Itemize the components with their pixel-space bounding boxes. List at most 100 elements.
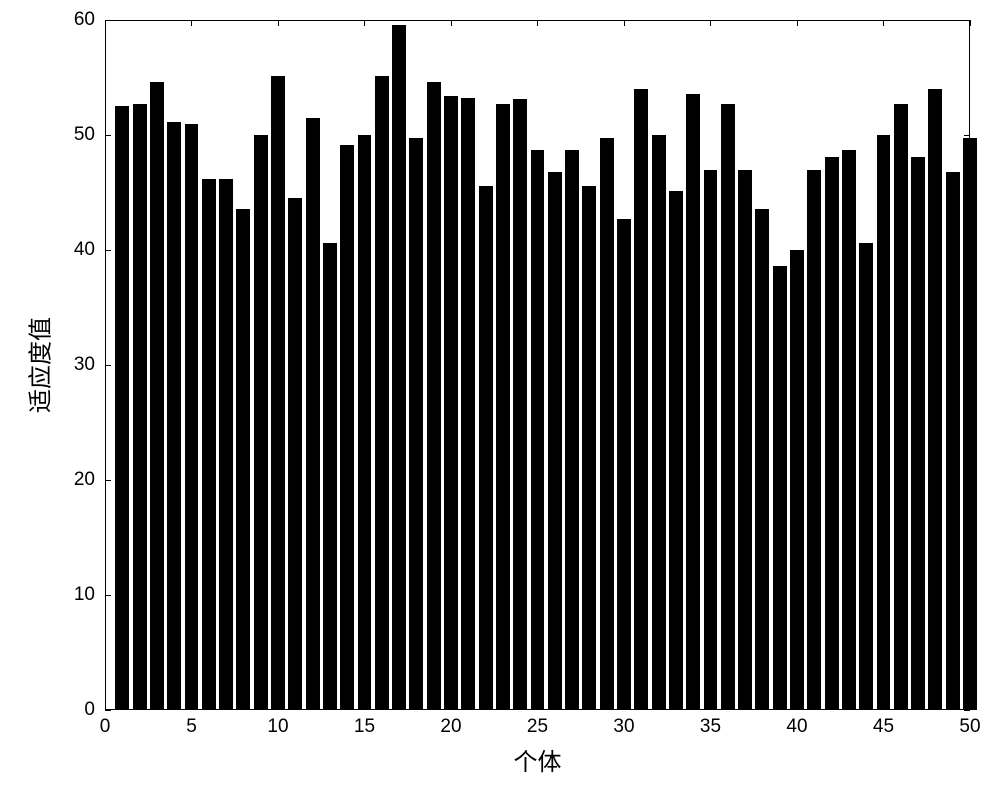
bar bbox=[340, 145, 354, 710]
bar bbox=[479, 186, 493, 710]
xtick bbox=[883, 704, 884, 710]
bar bbox=[894, 104, 908, 710]
bar bbox=[946, 172, 960, 710]
xtick-label: 0 bbox=[100, 716, 111, 738]
bar bbox=[721, 104, 735, 710]
bar bbox=[323, 243, 337, 710]
bar bbox=[461, 98, 475, 710]
bar bbox=[115, 106, 129, 710]
bar bbox=[755, 209, 769, 710]
xtick-label: 25 bbox=[527, 716, 548, 738]
bar bbox=[202, 179, 216, 710]
ytick-right bbox=[964, 20, 970, 21]
xtick-top bbox=[624, 20, 625, 26]
bar bbox=[634, 89, 648, 710]
bar bbox=[582, 186, 596, 710]
xtick-label: 45 bbox=[873, 716, 894, 738]
xtick-top bbox=[883, 20, 884, 26]
bars-container bbox=[105, 20, 970, 710]
bar bbox=[496, 104, 510, 710]
xtick-label: 10 bbox=[267, 716, 288, 738]
ytick-right bbox=[964, 365, 970, 366]
bar bbox=[375, 76, 389, 710]
ytick-right bbox=[964, 595, 970, 596]
ytick bbox=[105, 20, 111, 21]
xtick-top bbox=[797, 20, 798, 26]
bar bbox=[133, 104, 147, 710]
bar bbox=[548, 172, 562, 710]
bar bbox=[150, 82, 164, 710]
bar bbox=[306, 118, 320, 710]
ytick-label: 0 bbox=[0, 699, 95, 721]
plot-area bbox=[105, 20, 970, 710]
xtick-top bbox=[364, 20, 365, 26]
xtick bbox=[624, 704, 625, 710]
bar bbox=[877, 135, 891, 710]
xtick-label: 40 bbox=[786, 716, 807, 738]
bar bbox=[236, 209, 250, 710]
ytick bbox=[105, 250, 111, 251]
xtick-label: 35 bbox=[700, 716, 721, 738]
ytick-label: 10 bbox=[0, 584, 95, 606]
bar bbox=[807, 170, 821, 711]
xtick bbox=[278, 704, 279, 710]
xtick-label: 20 bbox=[440, 716, 461, 738]
xtick-label: 15 bbox=[354, 716, 375, 738]
xtick-top bbox=[537, 20, 538, 26]
bar bbox=[825, 157, 839, 710]
ytick bbox=[105, 595, 111, 596]
bar bbox=[963, 138, 977, 710]
ytick-label: 20 bbox=[0, 469, 95, 491]
ytick bbox=[105, 365, 111, 366]
ytick bbox=[105, 135, 111, 136]
bar bbox=[185, 124, 199, 711]
xtick bbox=[537, 704, 538, 710]
bar bbox=[513, 99, 527, 710]
x-axis-label: 个体 bbox=[514, 742, 562, 777]
bar bbox=[738, 170, 752, 711]
bar bbox=[859, 243, 873, 710]
bar bbox=[444, 96, 458, 710]
xtick-label: 5 bbox=[186, 716, 197, 738]
bar bbox=[392, 25, 406, 710]
bar bbox=[842, 150, 856, 710]
bar bbox=[704, 170, 718, 711]
bar bbox=[652, 135, 666, 710]
figure: 05101520253035404550 0102030405060 个体 适应… bbox=[0, 0, 1000, 795]
ytick-label: 60 bbox=[0, 9, 95, 31]
xtick-top bbox=[278, 20, 279, 26]
ytick-right bbox=[964, 480, 970, 481]
xtick bbox=[191, 704, 192, 710]
bar bbox=[617, 219, 631, 710]
bar bbox=[409, 138, 423, 710]
bar bbox=[669, 191, 683, 710]
ytick bbox=[105, 710, 111, 711]
bar bbox=[790, 250, 804, 710]
xtick bbox=[451, 704, 452, 710]
bar bbox=[531, 150, 545, 710]
xtick-top bbox=[105, 20, 106, 26]
ytick-right bbox=[964, 135, 970, 136]
bar bbox=[911, 157, 925, 710]
bar bbox=[928, 89, 942, 710]
xtick-top bbox=[970, 20, 971, 26]
xtick-label: 30 bbox=[613, 716, 634, 738]
ytick bbox=[105, 480, 111, 481]
bar bbox=[167, 122, 181, 710]
xtick bbox=[710, 704, 711, 710]
xtick-top bbox=[710, 20, 711, 26]
ytick-right bbox=[964, 710, 970, 711]
bar bbox=[427, 82, 441, 710]
y-axis-label: 适应度值 bbox=[21, 317, 56, 413]
xtick-top bbox=[451, 20, 452, 26]
bar bbox=[219, 179, 233, 710]
ytick-label: 50 bbox=[0, 124, 95, 146]
bar bbox=[565, 150, 579, 710]
xtick bbox=[797, 704, 798, 710]
bar bbox=[358, 135, 372, 710]
bar bbox=[773, 266, 787, 710]
xtick bbox=[364, 704, 365, 710]
ytick-label: 40 bbox=[0, 239, 95, 261]
xtick-label: 50 bbox=[959, 716, 980, 738]
bar bbox=[686, 94, 700, 710]
